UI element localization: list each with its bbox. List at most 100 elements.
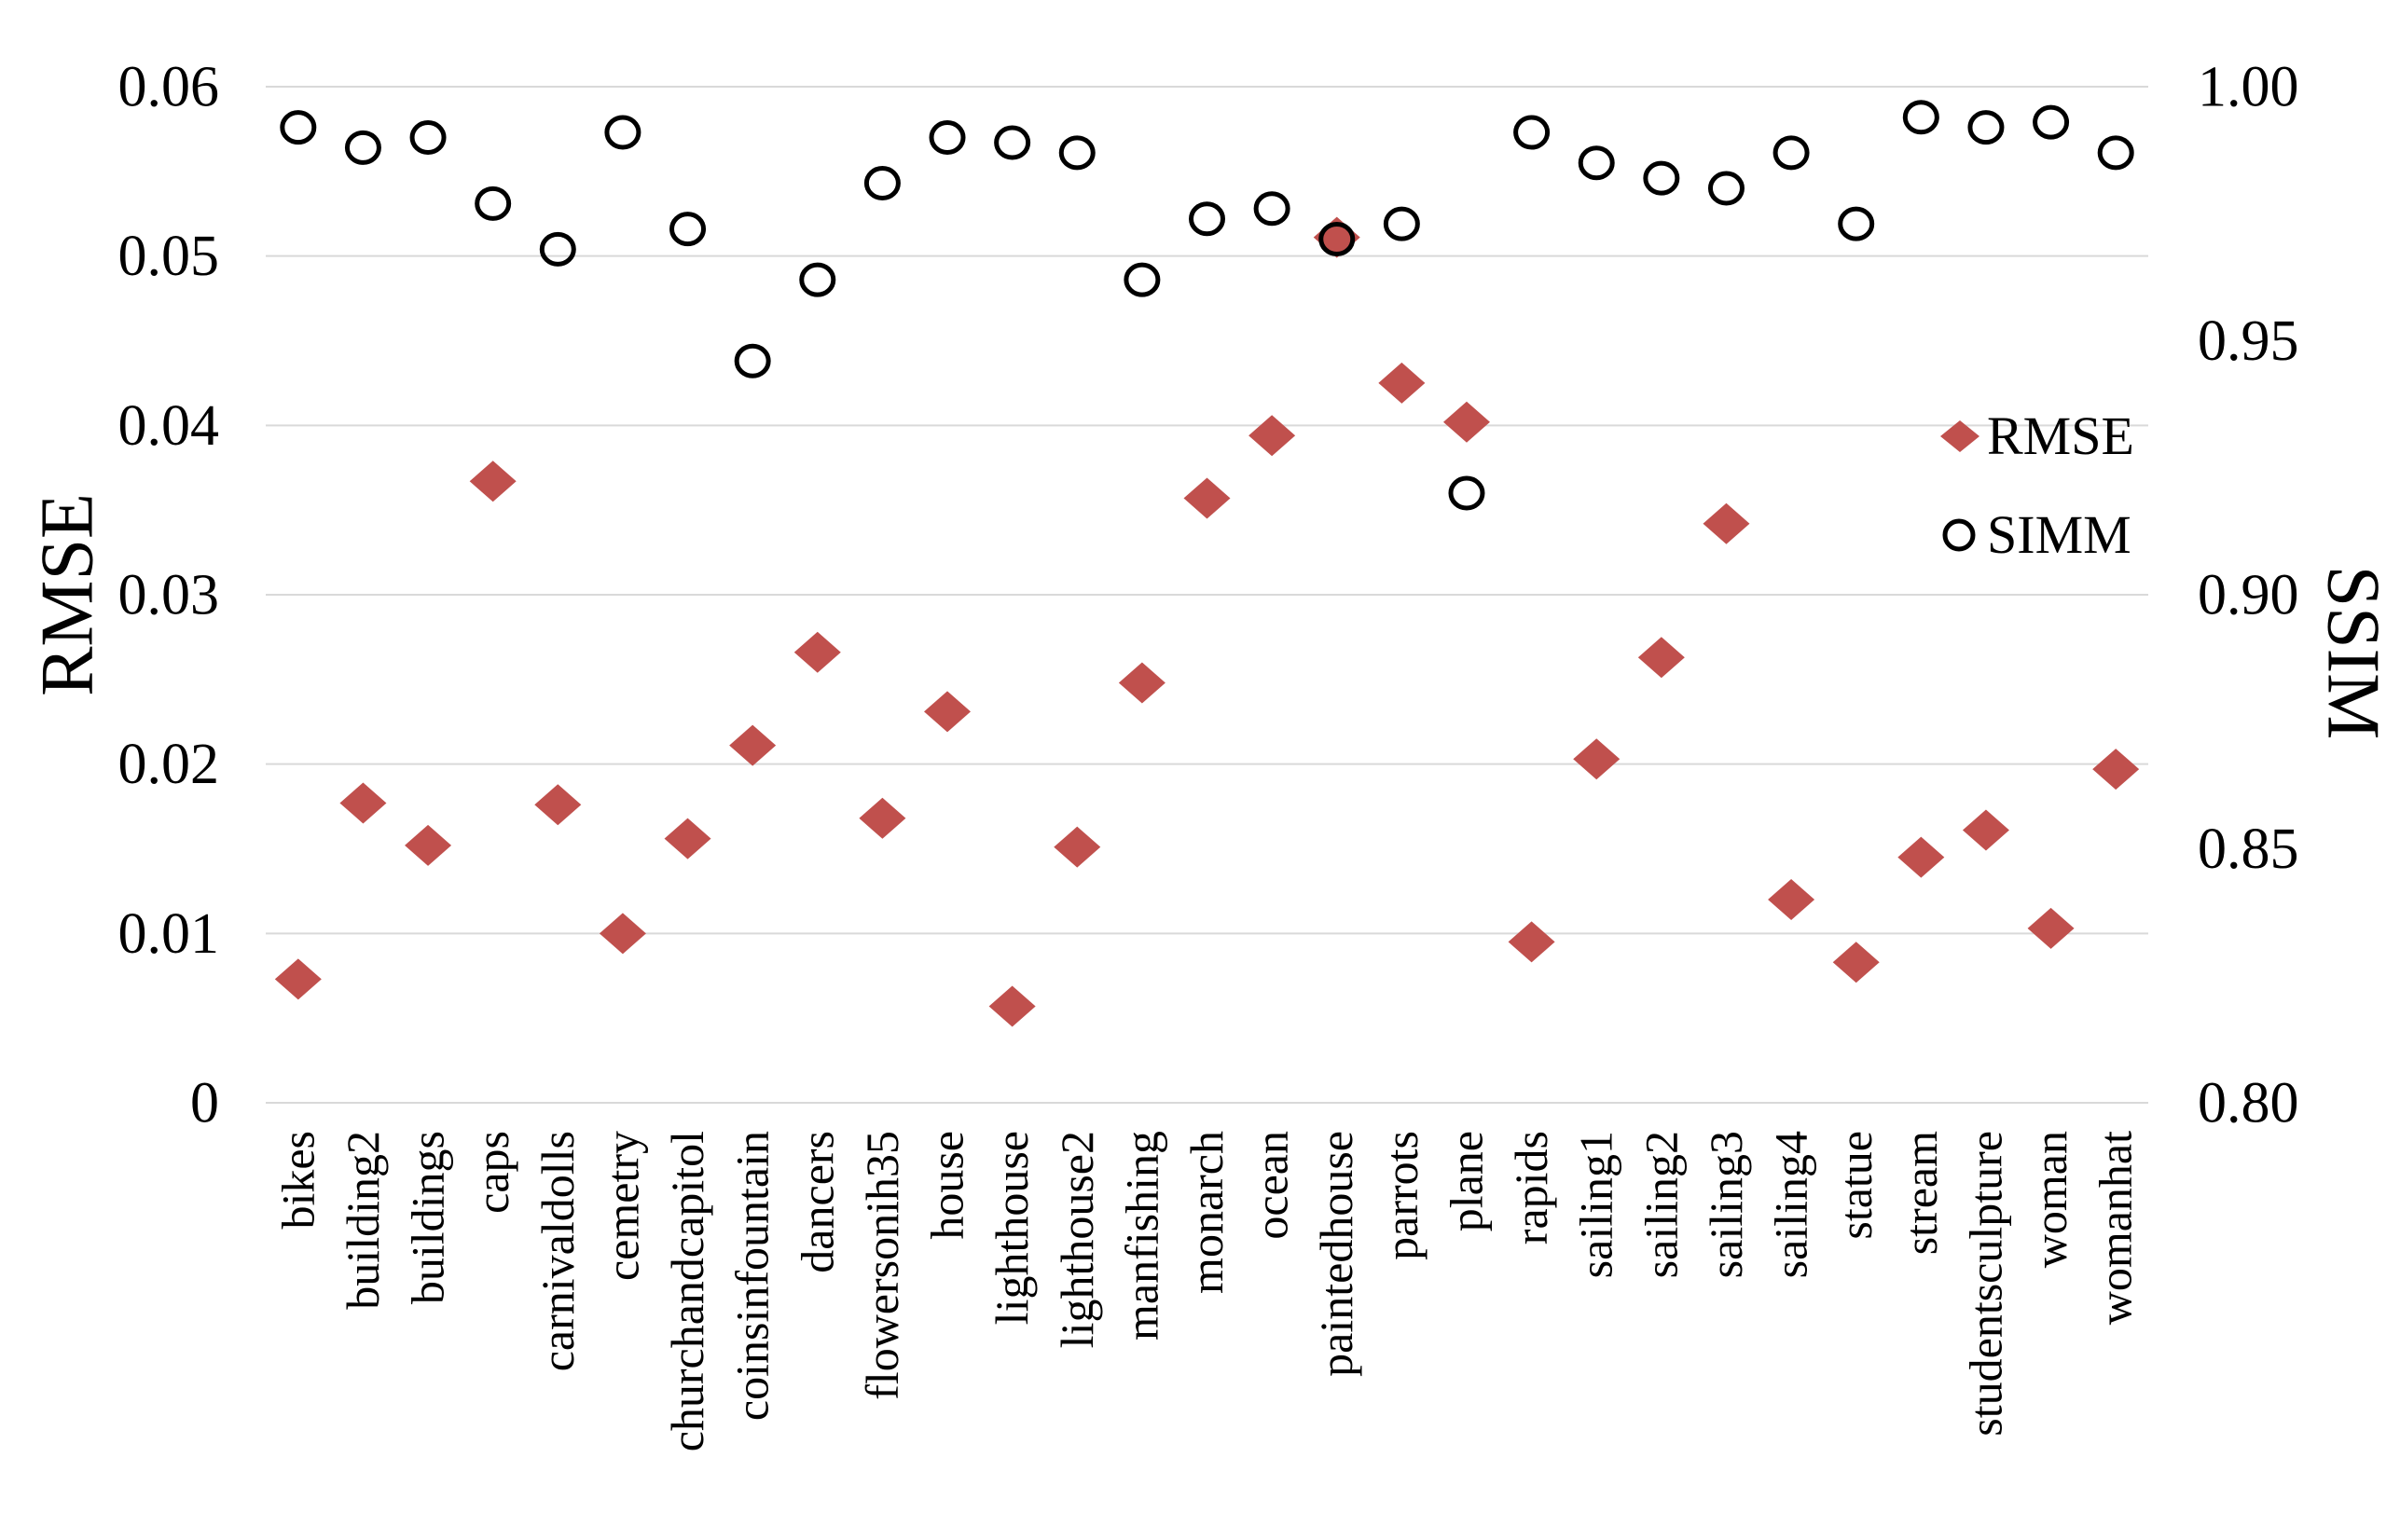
simm-point-cemetry <box>604 115 641 150</box>
simm-point-sailing3 <box>1707 171 1745 206</box>
simm-point-studentsculpture <box>1967 110 2005 145</box>
right-axis-tick-label: 0.85 <box>2198 818 2299 881</box>
x-axis-tick-label: stream <box>1895 1131 1947 1255</box>
x-axis-tick-label: sailing2 <box>1634 1131 1687 1278</box>
simm-point-woman <box>2033 104 2070 140</box>
left-axis-tick-labels: 0.06 0.05 0.04 0.03 0.02 0.01 0 <box>118 55 220 1134</box>
rmse-point-sailing2 <box>1637 637 1685 679</box>
x-axis-tick-label: coinsinfountain <box>726 1131 779 1421</box>
rmse-point-flowersonih35 <box>859 797 906 839</box>
simm-point-lighthouse <box>994 125 1031 160</box>
x-axis-tick-label: rapids <box>1505 1131 1557 1244</box>
simm-point-dancers <box>799 262 836 297</box>
rmse-point-studentsculpture <box>1962 809 2009 851</box>
x-axis-tick-label: cemetry <box>596 1131 648 1281</box>
rmse-point-caps <box>469 461 517 502</box>
simm-point-parrots <box>1383 206 1420 241</box>
legend-simm-circle-icon <box>1942 518 1976 552</box>
x-axis-tick-label: sailing1 <box>1570 1131 1622 1278</box>
x-axis-tick-label: manfishing <box>1115 1131 1167 1341</box>
rmse-point-churchandcapitol <box>664 818 711 859</box>
simm-point-caps <box>475 186 512 221</box>
rmse-point-lighthouse2 <box>1054 826 1101 868</box>
left-axis-tick-label: 0.01 <box>118 902 220 966</box>
x-axis-tick-label: lighthouse2 <box>1051 1131 1103 1348</box>
rmse-point-monarch <box>1183 477 1231 519</box>
simm-point-sailing2 <box>1643 160 1680 196</box>
simm-point-ocean <box>1253 191 1290 227</box>
x-axis-tick-label: churchandcapitol <box>661 1131 713 1451</box>
simm-point-house <box>929 120 966 155</box>
rmse-point-rapids <box>1508 921 1555 963</box>
gridlines <box>266 86 2148 1104</box>
simm-point-stream <box>1902 100 1939 135</box>
x-axis-tick-label: monarch <box>1180 1131 1233 1294</box>
right-axis-tick-labels: 1.00 0.95 0.90 0.85 0.80 <box>2198 55 2299 1134</box>
x-axis-category-labels: bikes building2 buildings caps carnivaldolls… <box>271 1131 2141 1451</box>
simm-point-coinsinfountain <box>734 343 771 378</box>
simm-point-monarch <box>1189 201 1225 237</box>
rmse-point-statue <box>1832 942 1880 983</box>
left-axis-tick-label: 0 <box>190 1071 219 1134</box>
rmse-point-plane <box>1442 401 1490 443</box>
simm-point-sailing1 <box>1578 145 1615 181</box>
simm-point-bikes <box>280 110 317 145</box>
x-axis-tick-label: carnivaldolls <box>531 1131 584 1371</box>
rmse-point-cemetry <box>599 913 646 955</box>
rmse-point-womanhat <box>2092 749 2140 791</box>
x-axis-tick-label: caps <box>466 1131 518 1214</box>
legend-simm-label: SIMM <box>1987 504 2131 565</box>
rmse-point-lighthouse <box>988 985 1036 1027</box>
x-axis-tick-label: parrots <box>1375 1131 1428 1260</box>
legend: RMSE SIMM <box>1940 406 2134 565</box>
simm-series-markers <box>280 100 2134 511</box>
right-axis-tick-label: 0.90 <box>2198 563 2299 626</box>
rmse-point-woman <box>2027 907 2075 949</box>
simm-point-churchandcapitol <box>669 212 707 247</box>
x-axis-tick-label: building2 <box>337 1131 389 1310</box>
simm-point-building2 <box>344 130 381 165</box>
x-axis-tick-label: sailing3 <box>1700 1131 1752 1278</box>
left-axis-tick-label: 0.06 <box>118 55 220 118</box>
rmse-point-parrots <box>1378 362 1426 404</box>
simm-point-womanhat <box>2097 135 2134 171</box>
rmse-point-house <box>924 691 972 733</box>
x-axis-tick-label: statue <box>1829 1131 1882 1240</box>
x-axis-tick-label: studentsculpture <box>1959 1131 2011 1437</box>
rmse-series-markers <box>274 216 2140 1027</box>
rmse-point-bikes <box>274 958 322 1000</box>
rmse-point-manfishing <box>1118 662 1166 704</box>
right-axis-tick-label: 0.95 <box>2198 309 2299 373</box>
simm-point-lighthouse2 <box>1058 135 1096 171</box>
simm-point-buildings <box>409 120 447 155</box>
right-axis-tick-label: 1.00 <box>2198 55 2299 118</box>
left-axis-tick-label: 0.05 <box>118 225 220 288</box>
x-axis-tick-label: bikes <box>271 1131 324 1230</box>
x-axis-tick-label: flowersonih35 <box>856 1131 908 1400</box>
legend-rmse-diamond-icon <box>1940 420 1979 452</box>
simm-point-carnivaldolls <box>539 231 576 267</box>
rmse-point-dancers <box>793 631 841 673</box>
left-axis-title: RMSE <box>26 493 108 696</box>
x-axis-tick-label: plane <box>1440 1131 1492 1231</box>
x-axis-tick-label: lighthouse <box>986 1131 1038 1325</box>
rmse-point-sailing4 <box>1768 879 1815 920</box>
rmse-point-ocean <box>1248 415 1296 457</box>
x-axis-tick-label: house <box>921 1131 973 1240</box>
simm-point-flowersonih35 <box>863 166 901 201</box>
x-axis-tick-label: woman <box>2024 1131 2076 1268</box>
simm-point-rapids <box>1513 115 1551 150</box>
simm-point-sailing4 <box>1772 135 1810 171</box>
simm-point-plane <box>1448 475 1485 511</box>
simm-point-statue <box>1838 206 1875 241</box>
simm-point-paintedhouse <box>1318 222 1356 256</box>
x-axis-tick-label: dancers <box>791 1131 843 1273</box>
rmse-point-buildings <box>405 824 452 866</box>
rmse-point-sailing1 <box>1573 738 1621 780</box>
legend-rmse-label: RMSE <box>1987 406 2134 466</box>
left-axis-tick-label: 0.03 <box>118 563 220 626</box>
rmse-point-building2 <box>339 782 387 824</box>
simm-point-manfishing <box>1124 262 1161 297</box>
rmse-point-carnivaldolls <box>534 784 582 826</box>
